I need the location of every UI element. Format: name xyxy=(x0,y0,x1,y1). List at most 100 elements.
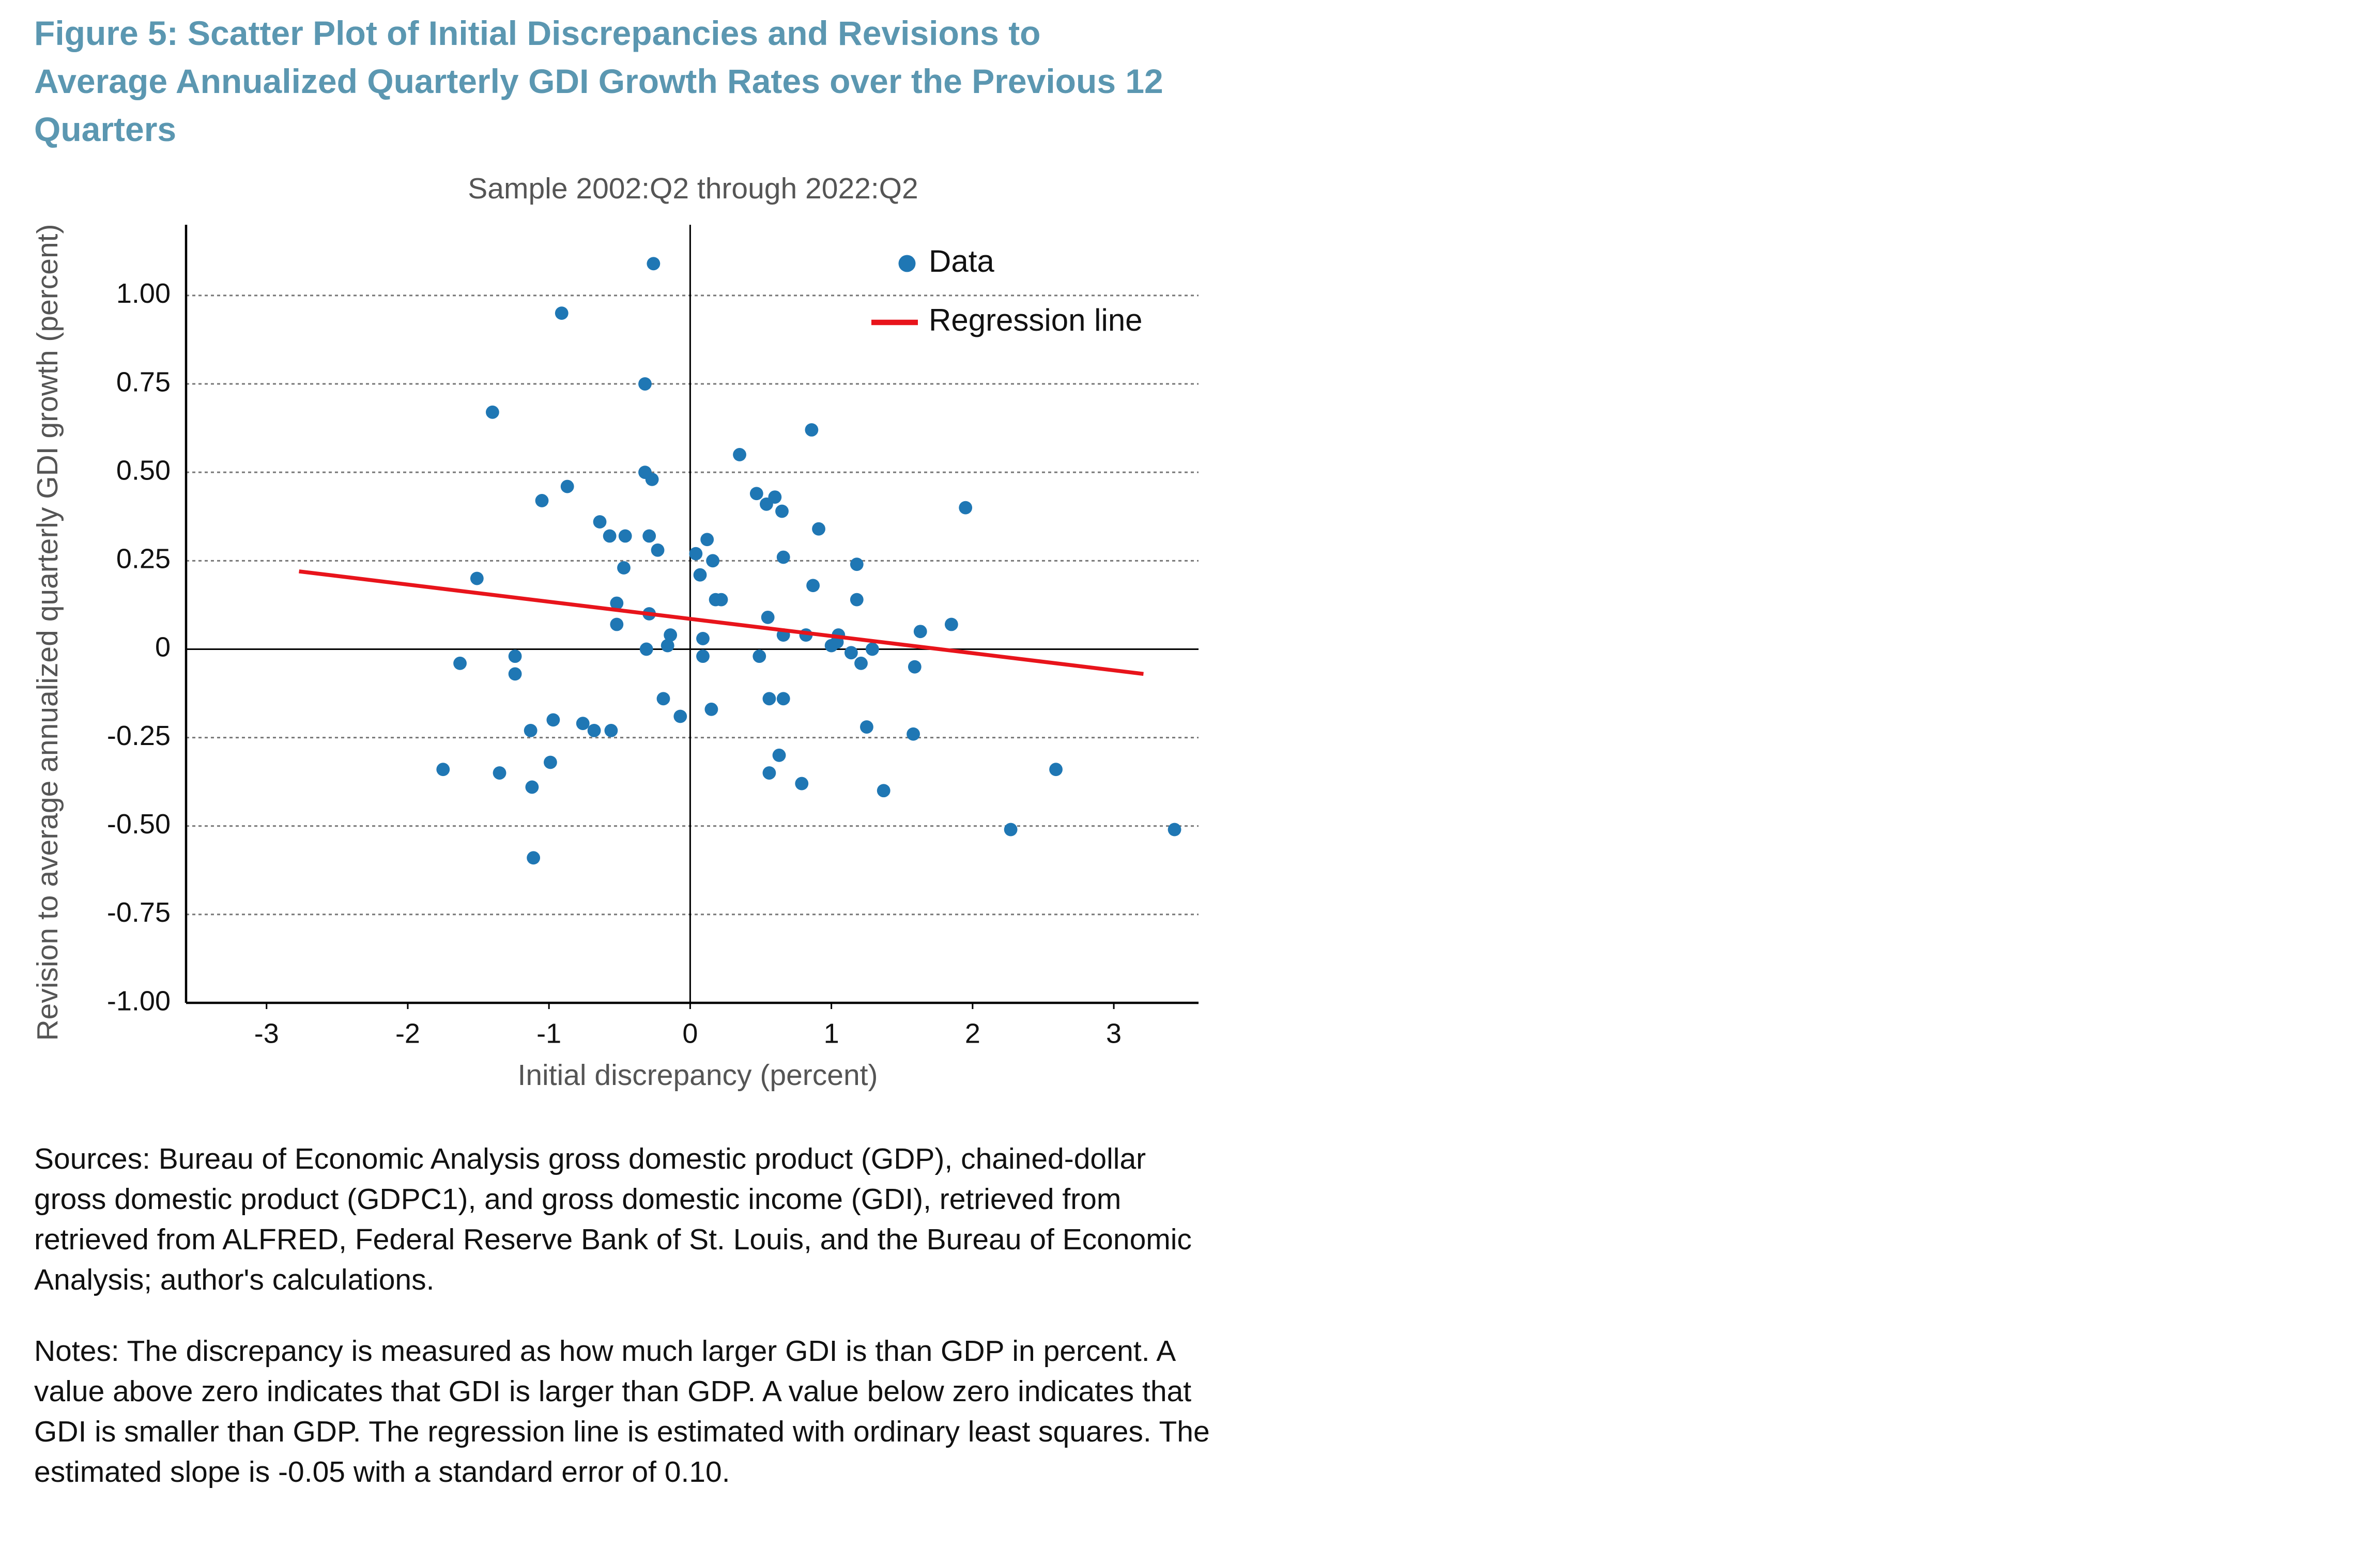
data-point xyxy=(508,649,522,663)
chart-subtitle: Sample 2002:Q2 through 2022:Q2 xyxy=(468,172,918,205)
y-axis-label: Revision to average annualized quarterly… xyxy=(31,224,64,1041)
data-point xyxy=(647,257,661,271)
data-point xyxy=(1168,823,1181,836)
x-tick-label: 1 xyxy=(824,1018,839,1049)
data-point xyxy=(693,568,707,582)
x-tick-label: 0 xyxy=(682,1018,698,1049)
y-tick-label: 0.75 xyxy=(116,366,171,397)
data-point xyxy=(850,593,864,607)
data-point xyxy=(664,628,678,642)
data-point xyxy=(661,639,674,653)
legend-marker xyxy=(898,255,916,272)
data-point xyxy=(944,617,958,631)
data-point xyxy=(806,579,820,593)
data-point xyxy=(618,529,632,543)
data-point xyxy=(560,479,574,493)
legend-label: Data xyxy=(929,244,994,278)
data-point xyxy=(706,554,720,568)
data-point xyxy=(812,522,825,536)
x-axis-label: Initial discrepancy (percent) xyxy=(518,1059,878,1092)
data-point xyxy=(700,533,714,547)
y-tick-label: 0.25 xyxy=(116,544,171,575)
data-point xyxy=(525,780,539,794)
data-point xyxy=(1049,763,1063,777)
x-tick-label: -3 xyxy=(254,1018,279,1049)
data-point xyxy=(610,617,624,631)
data-point xyxy=(645,472,659,486)
data-point xyxy=(576,717,590,731)
data-point xyxy=(805,423,819,437)
data-point xyxy=(795,777,809,791)
data-point xyxy=(860,720,873,734)
data-point xyxy=(762,692,776,706)
data-point xyxy=(651,543,665,557)
data-point xyxy=(642,529,656,543)
data-point xyxy=(877,784,890,798)
data-point xyxy=(436,763,450,777)
data-point xyxy=(696,632,710,645)
regression-line xyxy=(299,569,1144,676)
y-tick-label: 1.00 xyxy=(116,278,171,309)
data-point xyxy=(753,649,766,663)
data-point xyxy=(844,646,858,660)
y-tick-label: 0 xyxy=(155,632,171,663)
sources-note: Sources: Bureau of Economic Analysis gro… xyxy=(34,1144,1192,1297)
data-point xyxy=(761,610,775,624)
data-point xyxy=(762,766,776,780)
data-point xyxy=(587,724,601,737)
data-point xyxy=(453,656,467,670)
data-point xyxy=(544,755,557,769)
data-point xyxy=(485,405,499,419)
x-tick-label: -1 xyxy=(536,1018,561,1049)
data-point xyxy=(689,547,703,561)
notes-text: Notes: The discrepancy is measured as ho… xyxy=(34,1336,1210,1490)
data-point xyxy=(603,529,617,543)
data-point xyxy=(775,504,789,518)
data-point xyxy=(508,667,522,681)
data-point xyxy=(824,639,838,653)
data-point xyxy=(908,660,922,674)
data-point xyxy=(617,561,631,575)
data-point xyxy=(546,713,560,727)
data-point xyxy=(604,724,618,737)
data-point xyxy=(907,727,920,741)
data-point xyxy=(524,724,538,737)
y-tick-label: -1.00 xyxy=(107,985,171,1016)
y-tick-label: -0.50 xyxy=(107,809,171,840)
data-point xyxy=(760,497,773,511)
chart-title: Figure 5: Scatter Plot of Initial Discre… xyxy=(34,14,1163,149)
data-point xyxy=(733,448,746,461)
data-point xyxy=(776,692,790,706)
legend-label: Regression line xyxy=(929,303,1143,337)
data-point xyxy=(704,702,718,716)
x-tick-label: 2 xyxy=(965,1018,980,1049)
x-tick-label: 3 xyxy=(1106,1018,1122,1049)
data-point xyxy=(527,851,541,865)
data-point xyxy=(865,642,879,656)
y-tick-label: 0.50 xyxy=(116,455,171,486)
data-point xyxy=(656,692,670,706)
data-point xyxy=(749,487,763,501)
y-tick-label: -0.25 xyxy=(107,720,171,751)
data-point xyxy=(470,571,484,585)
y-tick-label: -0.75 xyxy=(107,897,171,928)
data-point xyxy=(639,642,653,656)
data-point xyxy=(638,377,652,391)
data-point xyxy=(854,656,868,670)
x-tick-label: -2 xyxy=(395,1018,420,1049)
data-point xyxy=(673,709,687,723)
data-point xyxy=(493,766,506,780)
data-point xyxy=(555,306,569,320)
data-point xyxy=(959,501,973,515)
data-point xyxy=(772,748,786,762)
data-point xyxy=(776,550,790,564)
data-point xyxy=(1004,823,1018,836)
data-point xyxy=(535,494,549,507)
data-point xyxy=(714,593,728,607)
data-point xyxy=(610,596,624,610)
data-point xyxy=(593,515,607,529)
data-point xyxy=(913,625,927,639)
chart: Sample 2002:Q2 through 2022:Q2 Initial d… xyxy=(31,172,1199,1092)
